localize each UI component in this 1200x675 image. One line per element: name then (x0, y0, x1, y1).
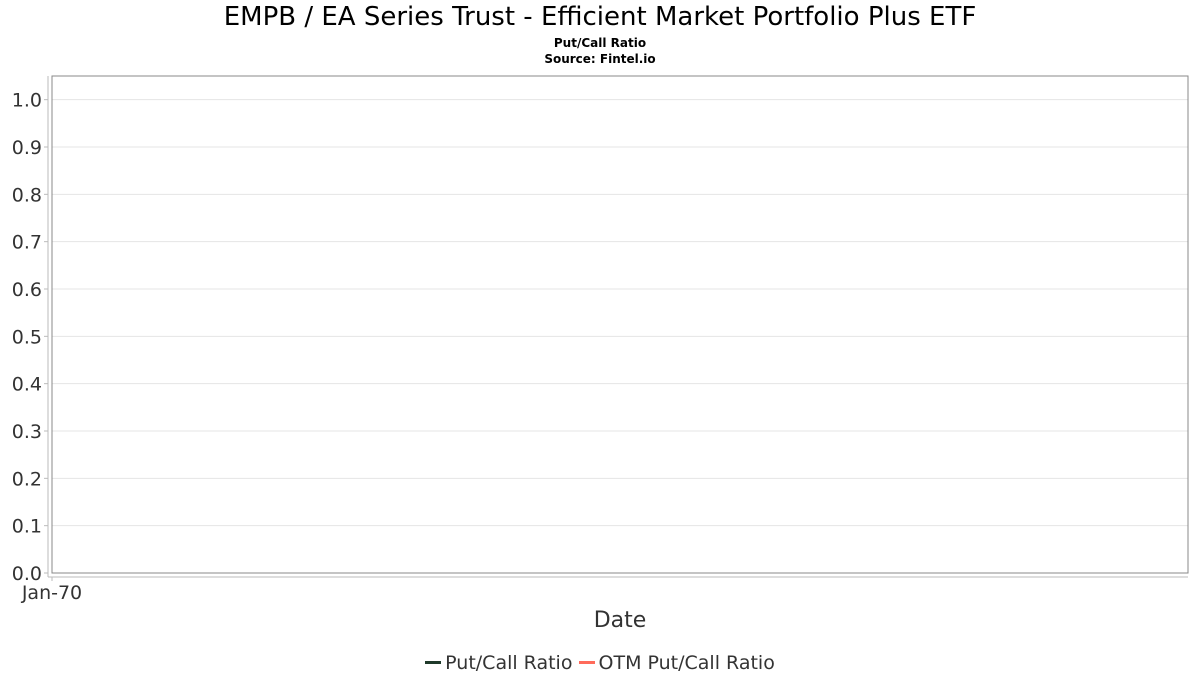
legend-swatch-put-call-ratio (425, 661, 442, 664)
y-tick-label: 0.7 (12, 232, 42, 254)
plot-area (51, 75, 1189, 574)
y-tick-label: 0.2 (12, 468, 42, 490)
chart-subtitle: Put/Call Ratio (553, 36, 647, 50)
y-tick-label: 0.0 (12, 563, 42, 585)
x-axis-ticks: Jan-70 (21, 577, 82, 604)
legend-item-put-call-ratio[interactable]: Put/Call Ratio (425, 652, 572, 674)
y-axis-ticks: 0.0 0.1 0.2 0.3 0.4 0.5 0.6 0.7 0.8 0.9 1.0 (12, 90, 48, 585)
y-tick-label: 0.6 (12, 279, 42, 301)
grid-lines (52, 99, 1188, 527)
y-tick-label: 0.9 (12, 137, 42, 159)
chart-title: EMPB / EA Series Trust - Efficient Marke… (223, 2, 977, 32)
x-axis-label: Date (593, 608, 647, 633)
y-tick-label: 1.0 (12, 90, 42, 112)
legend-label-otm-put-call-ratio: OTM Put/Call Ratio (598, 651, 775, 674)
y-tick-label: 0.5 (12, 326, 42, 348)
x-tick-label: Jan-70 (21, 582, 82, 604)
chart-source: Source: Fintel.io (544, 52, 656, 66)
legend-item-otm-put-call-ratio[interactable]: OTM Put/Call Ratio (578, 651, 775, 674)
y-tick-label: 0.3 (12, 421, 42, 443)
y-tick-label: 0.8 (12, 184, 42, 206)
legend: Put/Call Ratio OTM Put/Call Ratio (0, 647, 1200, 674)
y-tick-label: 0.1 (12, 516, 42, 538)
y-tick-label: 0.4 (12, 374, 42, 396)
legend-swatch-otm-put-call-ratio (578, 661, 595, 664)
legend-label-put-call-ratio: Put/Call Ratio (445, 651, 573, 674)
